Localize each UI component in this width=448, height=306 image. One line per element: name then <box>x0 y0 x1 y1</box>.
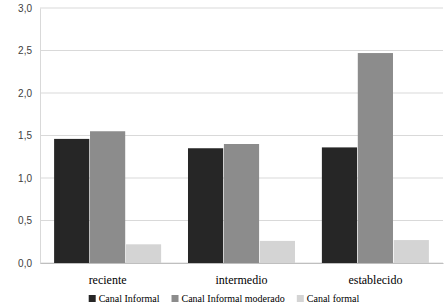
bar-series <box>126 240 429 263</box>
y-axis-line <box>40 9 41 264</box>
legend-label: Canal Informal <box>99 293 160 304</box>
y-tick-label: 3,0 <box>18 3 32 14</box>
x-tick-label: intermedio <box>216 273 268 287</box>
bar <box>188 148 223 263</box>
y-tick: 2,0 <box>18 88 40 99</box>
bar <box>90 131 125 263</box>
bar <box>260 241 295 263</box>
y-tick: 0,5 <box>18 215 40 226</box>
y-tick-label: 1,5 <box>18 130 32 141</box>
legend-item: Canal formal <box>297 293 360 304</box>
legend: Canal Informal Canal Informal moderado Can… <box>89 293 360 304</box>
bars <box>54 53 429 263</box>
bar <box>54 139 89 263</box>
y-axis: 0,0 0,5 1,0 1,5 2,0 2,5 3,0 <box>18 3 40 269</box>
bar <box>322 147 357 263</box>
x-tick: intermedio <box>216 263 268 287</box>
grid-line <box>40 50 443 51</box>
legend-swatch <box>172 295 179 302</box>
x-axis-line <box>41 263 444 264</box>
y-tick-label: 0,0 <box>18 258 32 269</box>
legend-label: Canal formal <box>307 293 360 304</box>
legend-label: Canal Informal moderado <box>182 293 285 304</box>
y-tick-label: 0,5 <box>18 215 32 226</box>
grid <box>40 8 443 263</box>
bar <box>126 244 161 263</box>
y-tick: 3,0 <box>18 3 40 14</box>
y-tick: 1,0 <box>18 173 40 184</box>
y-tick-label: 2,0 <box>18 88 32 99</box>
y-tick: 0,0 <box>18 258 40 269</box>
legend-swatch <box>297 295 304 302</box>
bar <box>394 240 429 263</box>
bar <box>224 144 259 263</box>
x-tick: establecido <box>348 263 402 287</box>
grid-line <box>40 8 443 9</box>
y-tick: 2,5 <box>18 45 40 56</box>
legend-swatch <box>89 295 96 302</box>
legend-item: Canal Informal <box>89 293 160 304</box>
bar-series <box>90 53 393 263</box>
plot: 0,0 0,5 1,0 1,5 2,0 2,5 3,0 reciente intermedio e… <box>18 3 443 287</box>
chart: 0,0 0,5 1,0 1,5 2,0 2,5 3,0 reciente intermedio e… <box>0 0 448 306</box>
y-tick-label: 1,0 <box>18 173 32 184</box>
x-tick-label: establecido <box>348 273 402 287</box>
bar <box>358 53 393 263</box>
x-axis: reciente intermedio establecido <box>41 263 444 287</box>
legend-item: Canal Informal moderado <box>172 293 285 304</box>
y-tick-label: 2,5 <box>18 45 32 56</box>
x-tick: reciente <box>89 263 127 287</box>
x-tick-label: reciente <box>89 273 127 287</box>
y-tick: 1,5 <box>18 130 40 141</box>
